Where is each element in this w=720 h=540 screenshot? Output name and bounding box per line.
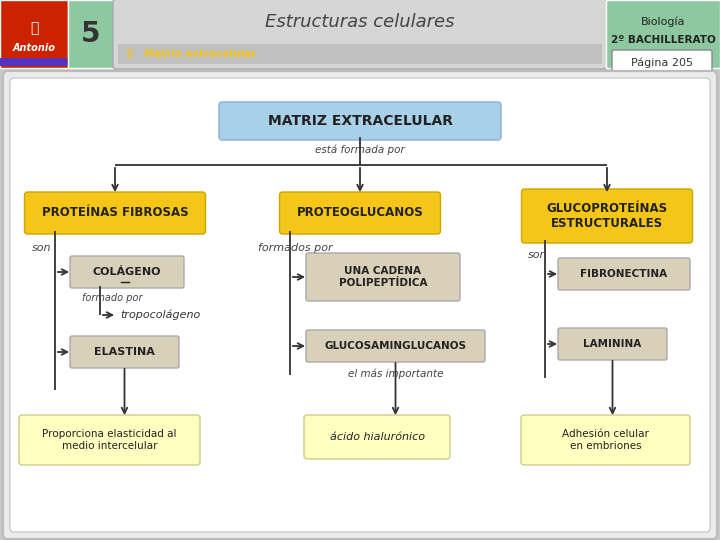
Text: 2º BACHILLERATO: 2º BACHILLERATO [611,35,716,45]
FancyBboxPatch shape [24,192,205,234]
FancyBboxPatch shape [306,253,460,301]
Text: Antonio: Antonio [12,43,55,53]
Text: Biología: Biología [641,17,685,27]
FancyBboxPatch shape [70,336,179,368]
Text: GLUCOSAMINGLUCANOS: GLUCOSAMINGLUCANOS [325,341,467,351]
Text: GLUCOPROTEÍNAS
ESTRUCTURALES: GLUCOPROTEÍNAS ESTRUCTURALES [546,202,667,230]
Text: son: son [528,250,547,260]
Text: MATRIZ EXTRACELULAR: MATRIZ EXTRACELULAR [268,114,452,128]
Text: formado por: formado por [82,293,143,303]
Bar [68,0,114,68]
Text: 📚: 📚 [30,21,38,35]
FancyBboxPatch shape [612,50,712,76]
Bar [0,0,68,68]
Text: ELASTINA: ELASTINA [94,347,155,357]
Text: tropocolágeno: tropocolágeno [120,310,200,320]
FancyBboxPatch shape [19,415,200,465]
FancyBboxPatch shape [70,256,184,288]
Text: está formada por: está formada por [315,145,405,156]
Text: ácido hialurónico: ácido hialurónico [330,432,425,442]
Bar [118,44,602,64]
Text: Adhesión celular
en embriones: Adhesión celular en embriones [562,429,649,451]
FancyBboxPatch shape [558,328,667,360]
Text: LAMININA: LAMININA [583,339,642,349]
Text: UNA CADENA
POLIPEPTÍDICA: UNA CADENA POLIPEPTÍDICA [338,266,427,288]
FancyBboxPatch shape [279,192,441,234]
Text: 2   Matriz extracelular: 2 Matriz extracelular [126,49,256,59]
FancyBboxPatch shape [558,258,690,290]
Text: PROTEOGLUCANOS: PROTEOGLUCANOS [297,206,423,219]
Text: el más importante: el más importante [348,369,444,379]
FancyBboxPatch shape [306,330,485,362]
Bar [606,0,720,68]
FancyBboxPatch shape [113,0,607,69]
FancyBboxPatch shape [521,189,693,243]
Bar [0,58,68,66]
Text: Estructuras celulares: Estructuras celulares [265,13,455,31]
Text: formados por: formados por [258,243,333,253]
FancyBboxPatch shape [10,78,710,532]
Text: Página 205: Página 205 [631,58,693,68]
Text: son: son [32,243,52,253]
Text: COLÁGENO: COLÁGENO [93,267,161,277]
Text: Proporciona elasticidad al
medio intercelular: Proporciona elasticidad al medio interce… [42,429,176,451]
FancyBboxPatch shape [304,415,450,459]
FancyBboxPatch shape [219,102,501,140]
FancyBboxPatch shape [521,415,690,465]
FancyBboxPatch shape [0,0,720,68]
Text: 5: 5 [81,20,101,48]
FancyBboxPatch shape [3,71,717,539]
Text: FIBRONECTINA: FIBRONECTINA [580,269,667,279]
Text: PROTEÍNAS FIBROSAS: PROTEÍNAS FIBROSAS [42,206,189,219]
